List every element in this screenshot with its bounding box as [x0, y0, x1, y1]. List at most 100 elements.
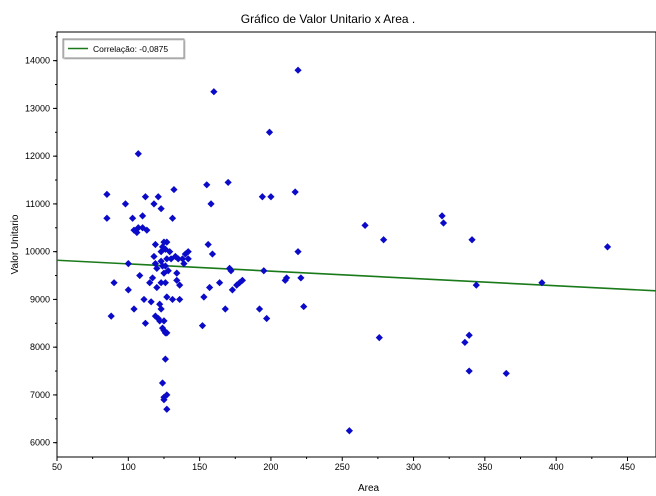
- data-point: [161, 279, 169, 287]
- data-point: [375, 334, 383, 342]
- data-point: [124, 260, 132, 268]
- data-point: [158, 379, 167, 387]
- data-point: [160, 317, 168, 325]
- data-point: [265, 128, 274, 136]
- data-point: [138, 212, 147, 220]
- data-point: [267, 193, 275, 201]
- data-point: [157, 257, 165, 265]
- data-point: [300, 302, 308, 311]
- y-tick-label: 9000: [30, 294, 50, 304]
- data-point: [198, 322, 207, 330]
- data-point: [124, 286, 132, 294]
- data-point: [465, 331, 473, 339]
- x-tick-label: 300: [406, 462, 421, 472]
- data-point: [345, 427, 353, 435]
- data-point: [461, 338, 469, 346]
- legend-label: Correlação: -0,0875: [93, 44, 168, 54]
- data-point: [156, 300, 164, 308]
- data-point: [206, 283, 214, 292]
- data-point: [163, 238, 171, 246]
- data-point: [283, 274, 291, 282]
- data-point: [294, 66, 302, 74]
- data-point: [110, 279, 118, 287]
- legend-shadow: [63, 39, 186, 60]
- x-tick-label: 400: [549, 462, 564, 472]
- data-point: [379, 236, 388, 244]
- data-point: [153, 264, 161, 272]
- data-point: [168, 214, 177, 222]
- data-point: [150, 252, 158, 261]
- data-point: [228, 286, 237, 294]
- data-point: [170, 185, 178, 194]
- data-point: [148, 274, 157, 282]
- data-point: [263, 314, 271, 323]
- data-point: [128, 214, 137, 222]
- data-point: [171, 252, 179, 261]
- data-point: [141, 319, 150, 327]
- data-point: [221, 305, 229, 313]
- x-tick-label: 50: [52, 462, 62, 472]
- data-point: [158, 324, 167, 332]
- data-point: [204, 240, 212, 249]
- data-point: [538, 279, 546, 287]
- data-point: [130, 305, 138, 313]
- data-point: [176, 295, 184, 304]
- data-point: [438, 212, 446, 220]
- data-point: [157, 205, 165, 213]
- data-point: [227, 267, 235, 275]
- data-point: [161, 262, 169, 270]
- y-tick-label: 7000: [30, 390, 50, 400]
- data-point: [103, 214, 111, 222]
- data-point: [215, 279, 224, 287]
- y-tick-label: 10000: [25, 247, 50, 257]
- data-point: [163, 255, 171, 263]
- data-point: [603, 243, 612, 251]
- data-point: [468, 236, 476, 244]
- data-point: [163, 293, 171, 301]
- data-point: [180, 260, 188, 268]
- data-point: [184, 255, 192, 263]
- data-point: [210, 88, 218, 96]
- data-point: [154, 193, 162, 201]
- data-point: [136, 271, 144, 280]
- data-point: [465, 367, 473, 375]
- data-point: [140, 295, 148, 304]
- x-tick-label: 350: [477, 462, 492, 472]
- data-point: [297, 274, 305, 282]
- data-point: [143, 226, 151, 234]
- plot-frame: [56, 31, 656, 458]
- data-point: [157, 279, 165, 287]
- data-point: [163, 329, 171, 337]
- data-point: [166, 248, 174, 256]
- data-point: [294, 248, 302, 256]
- data-point: [174, 255, 182, 263]
- x-tick-label: 250: [335, 462, 350, 472]
- x-tick-label: 450: [620, 462, 635, 472]
- data-point: [103, 190, 111, 198]
- data-point: [161, 355, 169, 363]
- data-point: [156, 317, 164, 325]
- data-point: [235, 279, 244, 287]
- y-tick-label: 14000: [25, 56, 50, 66]
- data-point: [134, 150, 142, 158]
- x-tick-label: 150: [192, 462, 207, 472]
- data-point: [168, 295, 177, 304]
- y-tick-label: 12000: [25, 151, 50, 161]
- data-point: [361, 221, 369, 229]
- data-point: [147, 298, 155, 306]
- data-point: [134, 224, 142, 232]
- data-point: [176, 281, 184, 289]
- data-point: [157, 305, 165, 313]
- data-point: [178, 255, 187, 263]
- data-point: [163, 391, 171, 399]
- x-axis-label: Area: [358, 483, 380, 491]
- data-point: [502, 369, 510, 378]
- data-point: [258, 193, 266, 201]
- data-point: [208, 250, 217, 258]
- data-point: [203, 181, 211, 189]
- data-point: [207, 200, 215, 208]
- y-tick-label: 6000: [30, 438, 50, 448]
- data-point: [281, 276, 289, 284]
- data-point: [224, 178, 232, 187]
